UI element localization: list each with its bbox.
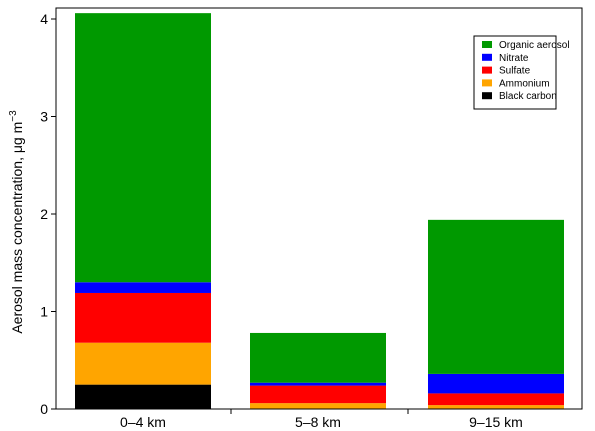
bar-segment-nitrate-3 <box>428 373 564 394</box>
bar-segment-nitrate-2 <box>250 382 386 386</box>
y-axis-title: Aerosol mass concentration, μg m−3 <box>8 110 25 334</box>
y-tick-label: 1 <box>40 304 48 320</box>
y-tick-label: 2 <box>40 206 48 222</box>
legend-label: Nitrate <box>499 53 529 64</box>
bar-segment-ammonium-3 <box>428 405 564 409</box>
bar-segment-organic-aerosol-2 <box>250 332 386 383</box>
bar-segment-sulfate-2 <box>250 385 386 404</box>
y-axis-title-superscript: −3 <box>8 110 19 122</box>
legend-swatch <box>482 92 492 100</box>
bar-segment-nitrate-1 <box>75 282 211 293</box>
bar-segment-sulfate-3 <box>428 393 564 406</box>
x-tick-label: 5–8 km <box>295 414 341 430</box>
y-axis-title-main: Aerosol mass concentration, μg m <box>9 122 25 334</box>
bar-segment-organic-aerosol-3 <box>428 219 564 374</box>
legend-swatch <box>482 66 492 74</box>
legend-label: Black carbon <box>499 91 557 102</box>
bar-segment-sulfate-1 <box>75 292 211 343</box>
legend-swatch <box>482 41 492 48</box>
axes-group <box>55 7 583 410</box>
y-tick-label: 3 <box>40 109 48 125</box>
bar-segment-ammonium-2 <box>250 403 386 409</box>
legend-label: Organic aerosol <box>499 40 570 51</box>
x-tick-label: 9–15 km <box>469 414 523 430</box>
y-tick-label: 4 <box>40 11 48 27</box>
legend-swatch <box>482 79 492 87</box>
y-tick-label: 0 <box>40 401 48 417</box>
bar-segment-ammonium-1 <box>75 342 211 385</box>
plot-frame <box>55 7 583 410</box>
legend-swatch <box>482 53 492 61</box>
legend-label: Ammonium <box>499 78 550 89</box>
x-tick-label: 0–4 km <box>120 414 166 430</box>
bar-segment-organic-aerosol-1 <box>75 13 211 283</box>
ticks-group: 0 1 2 3 4 0–4 km 5–8 km 9–15 km <box>40 11 523 430</box>
legend-label: Sulfate <box>499 66 531 77</box>
bars-group <box>75 13 564 409</box>
bar-segment-black-carbon-1 <box>75 384 211 409</box>
